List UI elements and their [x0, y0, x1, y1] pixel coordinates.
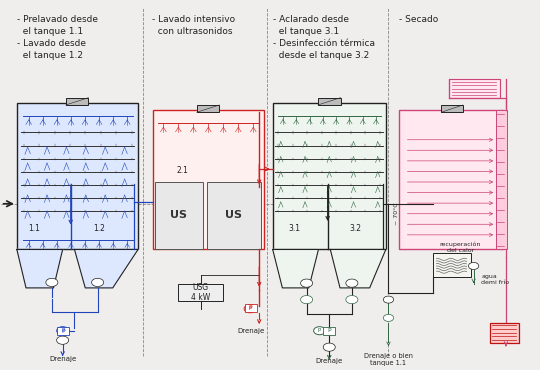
Polygon shape — [17, 249, 63, 288]
Circle shape — [57, 327, 69, 335]
Circle shape — [92, 278, 104, 286]
Circle shape — [323, 343, 335, 351]
Circle shape — [301, 279, 313, 287]
Bar — [449, 79, 500, 98]
Circle shape — [57, 336, 69, 344]
Text: P: P — [318, 328, 321, 333]
Bar — [197, 105, 219, 112]
Bar — [433, 253, 471, 277]
Text: USG
4 kW: USG 4 kW — [191, 283, 210, 302]
Bar — [66, 98, 89, 105]
Text: 1.1: 1.1 — [29, 224, 40, 233]
Text: recuperación
del calor: recuperación del calor — [440, 242, 481, 253]
Bar — [273, 103, 386, 249]
Circle shape — [468, 262, 479, 269]
Circle shape — [244, 305, 256, 313]
Text: - Secado: - Secado — [399, 15, 438, 24]
Bar — [245, 304, 256, 312]
Text: 3.2: 3.2 — [349, 224, 361, 233]
Circle shape — [301, 296, 313, 304]
Bar — [399, 111, 504, 249]
Text: ~ 70°C: ~ 70°C — [394, 202, 399, 225]
Circle shape — [314, 327, 326, 335]
Text: P: P — [61, 328, 64, 333]
Text: - Prelavado desde
  el tanque 1.1
- Lavado desde
  el tanque 1.2: - Prelavado desde el tanque 1.1 - Lavado… — [17, 15, 98, 60]
Text: Drenaje: Drenaje — [315, 358, 343, 364]
Text: 3.1: 3.1 — [288, 224, 300, 233]
Text: 1.2: 1.2 — [93, 224, 105, 233]
Polygon shape — [330, 249, 386, 288]
Polygon shape — [273, 249, 319, 288]
Text: agua
demi frío: agua demi frío — [481, 275, 509, 285]
Text: - Lavado intensivo
  con ultrasonidos: - Lavado intensivo con ultrasonidos — [152, 15, 235, 36]
Bar — [178, 284, 222, 302]
Bar — [490, 323, 519, 343]
Text: 2.1: 2.1 — [177, 166, 188, 175]
Text: Drenaje: Drenaje — [49, 356, 76, 362]
Bar — [441, 105, 463, 112]
Text: US: US — [171, 211, 187, 221]
Polygon shape — [75, 249, 138, 288]
Text: P: P — [62, 329, 65, 334]
Circle shape — [383, 314, 394, 322]
Bar — [153, 111, 264, 249]
Bar — [318, 98, 341, 105]
Text: P: P — [249, 305, 252, 310]
Bar — [323, 327, 335, 335]
Text: Drenaje: Drenaje — [238, 328, 265, 334]
Bar — [207, 182, 261, 249]
Text: Drenaje o bien
tanque 1.1: Drenaje o bien tanque 1.1 — [364, 353, 413, 366]
Circle shape — [46, 278, 58, 286]
Bar — [17, 103, 138, 249]
Circle shape — [346, 296, 358, 304]
Circle shape — [383, 296, 394, 303]
Bar — [496, 111, 507, 249]
Text: P: P — [248, 306, 252, 311]
Circle shape — [346, 279, 358, 287]
Text: P: P — [327, 328, 330, 333]
Text: US: US — [225, 211, 242, 221]
Text: - Aclarado desde
  el tanque 3.1
- Desinfección térmica
  desde el tanque 3.2: - Aclarado desde el tanque 3.1 - Desinfe… — [273, 15, 375, 60]
Bar — [156, 182, 202, 249]
Bar — [57, 327, 69, 336]
